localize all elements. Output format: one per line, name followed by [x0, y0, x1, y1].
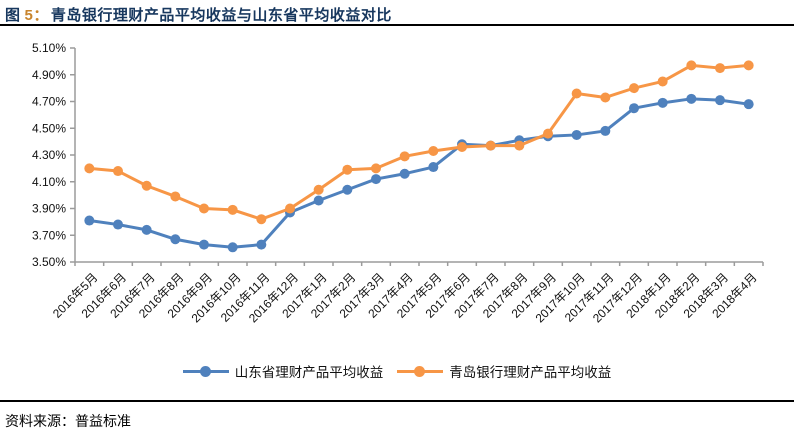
source-note: 资料来源：普益标准: [5, 413, 131, 429]
figure-number: 5：: [24, 7, 49, 24]
svg-text:5.10%: 5.10%: [32, 41, 66, 55]
figure-title-bar: 图 5： 青岛银行理财产品平均收益与山东省平均收益对比: [0, 0, 794, 26]
svg-text:3.70%: 3.70%: [32, 228, 66, 242]
legend-item-qingdao: 青岛银行理财产品平均收益: [397, 361, 611, 381]
legend-label-qingdao: 青岛银行理财产品平均收益: [449, 365, 612, 380]
figure-title: 图 5： 青岛银行理财产品平均收益与山东省平均收益对比: [5, 4, 392, 25]
svg-text:4.70%: 4.70%: [32, 95, 66, 109]
legend-line-dot-icon: [182, 365, 229, 377]
line-chart: 3.50% 3.70% 3.90% 4.10% 4.30% 4.50% 4.70% 4.90%…: [32, 41, 764, 325]
legend-dot-icon: [414, 365, 426, 377]
legend-label-shandong: 山东省理财产品平均收益: [234, 365, 384, 380]
figure-label: 图: [5, 7, 21, 24]
legend-dot-icon: [199, 365, 211, 377]
svg-text:4.90%: 4.90%: [32, 68, 66, 82]
legend-item-shandong: 山东省理财产品平均收益: [182, 361, 384, 381]
svg-text:4.50%: 4.50%: [32, 121, 66, 135]
figure-title-text: 青岛银行理财产品平均收益与山东省平均收益对比: [50, 7, 392, 24]
svg-text:3.50%: 3.50%: [32, 255, 66, 269]
legend-line-dot-icon: [397, 365, 444, 377]
svg-text:3.90%: 3.90%: [32, 202, 66, 216]
source-bar: 资料来源：普益标准: [0, 400, 794, 434]
chart-legend: 山东省理财产品平均收益 青岛银行理财产品平均收益: [0, 358, 794, 384]
svg-text:4.10%: 4.10%: [32, 175, 66, 189]
svg-text:4.30%: 4.30%: [32, 148, 66, 162]
